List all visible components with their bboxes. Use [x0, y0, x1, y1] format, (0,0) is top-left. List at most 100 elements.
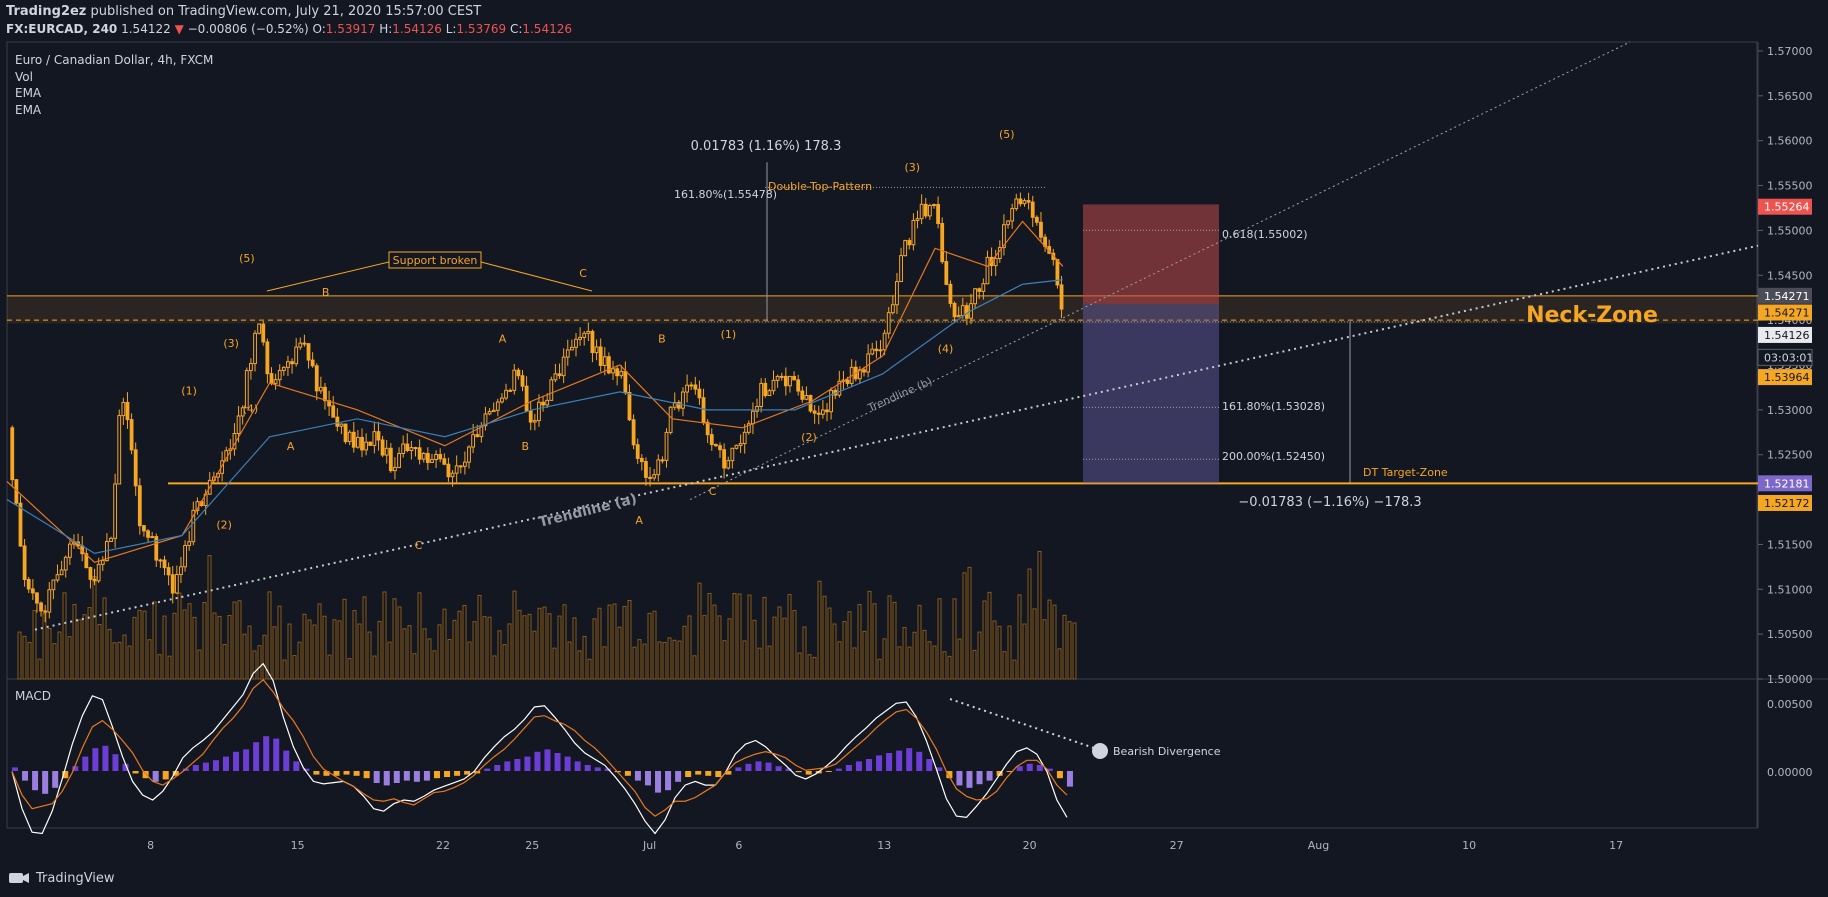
volume-bar	[17, 631, 22, 680]
volume-bar	[697, 582, 702, 680]
open-value: 1.53917	[325, 22, 376, 36]
volume-bar	[622, 605, 627, 680]
candle-body	[96, 563, 101, 582]
volume-bar	[597, 607, 602, 680]
macd-histogram-bar	[685, 771, 692, 777]
volume-bar	[37, 658, 42, 680]
candle-body	[166, 567, 171, 576]
macd-histogram-bar	[835, 768, 842, 771]
macd-histogram-bar	[333, 771, 340, 776]
volume-bar	[557, 615, 562, 680]
volume-bar	[332, 619, 337, 680]
candle-body	[623, 370, 628, 394]
candle-body	[397, 453, 401, 468]
macd-histogram-bar	[212, 760, 219, 771]
candle-body	[973, 288, 978, 305]
volume-bar	[612, 603, 617, 680]
fib-0618-label: 0.618(1.55002)	[1222, 228, 1308, 241]
macd-histogram-bar	[564, 756, 571, 771]
candle-body	[191, 509, 196, 543]
macd-histogram-bar	[32, 771, 39, 791]
macd-histogram-bar	[42, 771, 49, 794]
volume-bar	[217, 615, 222, 680]
volume-bar	[867, 590, 872, 680]
volume-bar	[637, 639, 642, 680]
candle-body	[10, 427, 15, 481]
volume-bar	[87, 607, 92, 680]
candle-body	[331, 405, 336, 418]
macd-histogram-bar	[725, 771, 732, 775]
candle-body	[471, 434, 476, 448]
volume-bar	[737, 593, 742, 680]
volume-bar	[207, 555, 212, 680]
candle-body	[639, 457, 644, 463]
time-axis-label: Aug	[1308, 839, 1329, 852]
candle-body	[360, 436, 364, 451]
tradingview-logo[interactable]: TradingView	[8, 870, 115, 886]
candle-body	[158, 559, 163, 562]
price-tick-label: 1.56500	[1767, 90, 1813, 103]
candle-body	[409, 447, 414, 452]
macd-histogram-bar	[715, 771, 722, 777]
volume-bar	[967, 566, 972, 680]
volume-bar	[792, 610, 797, 680]
publisher-name[interactable]: Trading2ez	[6, 4, 87, 19]
wave-label: (2)	[801, 431, 817, 444]
macd-histogram-bar	[866, 759, 873, 771]
ema-slow-line	[6, 279, 1063, 555]
candle-body	[113, 483, 118, 539]
macd-histogram-bar	[142, 771, 149, 779]
volume-bar	[707, 592, 712, 680]
candle-body	[22, 545, 27, 580]
macd-histogram-bar	[735, 767, 742, 771]
brand-name: TradingView	[36, 870, 115, 886]
candle-body	[713, 444, 718, 447]
volume-bar	[347, 658, 352, 680]
candle-body	[944, 261, 949, 285]
volume-bar	[362, 596, 367, 680]
volume-bar	[782, 617, 787, 680]
volume-bar	[72, 603, 77, 680]
candle-body	[923, 203, 928, 217]
volume-bar	[617, 626, 622, 680]
fib-161-right-label: 161.80%(1.53028)	[1222, 400, 1325, 413]
volume-bar	[887, 595, 892, 680]
volume-bar	[987, 591, 992, 680]
candle-body	[574, 338, 578, 348]
volume-bar	[142, 610, 147, 680]
macd-histogram-bar	[634, 771, 641, 781]
candle-body	[598, 346, 603, 367]
candle-body	[339, 423, 344, 427]
candle-body	[742, 431, 747, 445]
volume-bar	[92, 576, 97, 680]
macd-histogram-bar	[644, 771, 651, 786]
volume-bar	[412, 653, 417, 680]
candle-body	[759, 382, 764, 408]
volume-bar	[852, 647, 857, 680]
volume-bar	[977, 631, 982, 680]
macd-histogram-bar	[825, 771, 832, 772]
volume-bar	[547, 613, 552, 680]
volume-bar	[282, 659, 287, 680]
macd-histogram-bar	[253, 742, 260, 771]
volume-bar	[1047, 599, 1052, 680]
volume-bar	[252, 650, 257, 680]
volume-bar	[687, 615, 692, 680]
volume-bar	[427, 638, 432, 680]
macd-histogram-bar	[192, 765, 199, 771]
candle-body	[767, 390, 772, 397]
time-axis-label: 20	[1023, 839, 1037, 852]
candle-body	[627, 392, 632, 421]
macd-histogram-bar	[755, 761, 762, 771]
wave-label: (4)	[938, 342, 954, 355]
macd-histogram-bar	[1006, 771, 1013, 772]
candle-body	[142, 525, 146, 532]
candle-body	[932, 204, 936, 207]
volume-bar	[817, 580, 822, 680]
volume-bar	[387, 641, 392, 680]
legend-vol: Vol	[15, 70, 33, 84]
volume-bar	[1017, 594, 1022, 680]
candle-body	[306, 343, 311, 361]
volume-bar	[312, 624, 317, 680]
